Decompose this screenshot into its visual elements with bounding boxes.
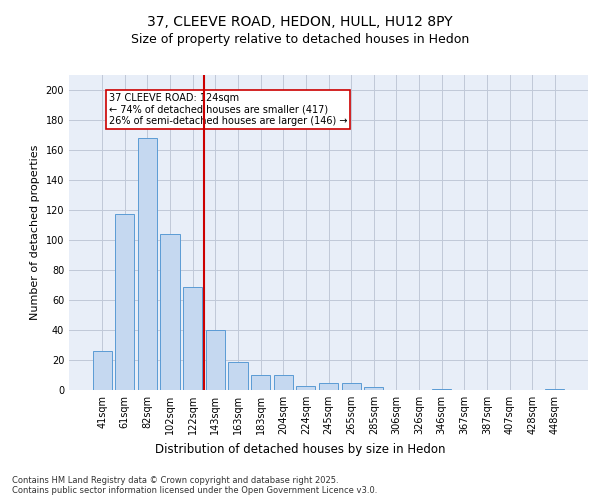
Bar xyxy=(206,330,225,390)
Bar xyxy=(341,382,361,390)
Bar xyxy=(138,138,157,390)
Bar xyxy=(251,375,270,390)
Bar xyxy=(432,388,451,390)
Bar xyxy=(115,214,134,390)
Text: Distribution of detached houses by size in Hedon: Distribution of detached houses by size … xyxy=(155,442,445,456)
Text: Size of property relative to detached houses in Hedon: Size of property relative to detached ho… xyxy=(131,32,469,46)
Bar xyxy=(364,387,383,390)
Text: Contains HM Land Registry data © Crown copyright and database right 2025.
Contai: Contains HM Land Registry data © Crown c… xyxy=(12,476,377,495)
Bar xyxy=(160,234,180,390)
Text: 37, CLEEVE ROAD, HEDON, HULL, HU12 8PY: 37, CLEEVE ROAD, HEDON, HULL, HU12 8PY xyxy=(147,15,453,29)
Bar xyxy=(319,382,338,390)
Bar xyxy=(229,362,248,390)
Bar xyxy=(92,351,112,390)
Bar xyxy=(274,375,293,390)
Bar xyxy=(296,386,316,390)
Bar xyxy=(183,286,202,390)
Bar xyxy=(545,388,565,390)
Text: 37 CLEEVE ROAD: 124sqm
← 74% of detached houses are smaller (417)
26% of semi-de: 37 CLEEVE ROAD: 124sqm ← 74% of detached… xyxy=(109,93,347,126)
Y-axis label: Number of detached properties: Number of detached properties xyxy=(30,145,40,320)
